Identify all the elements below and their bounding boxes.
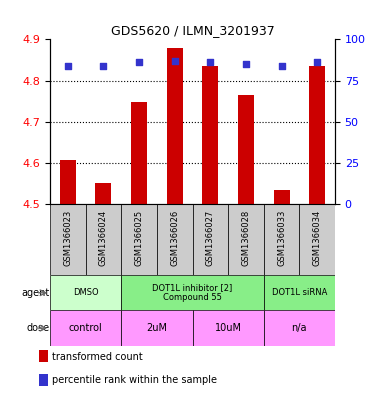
Bar xyxy=(167,48,183,204)
Title: GDS5620 / ILMN_3201937: GDS5620 / ILMN_3201937 xyxy=(110,24,275,37)
Text: DMSO: DMSO xyxy=(73,288,99,297)
Bar xyxy=(264,275,335,310)
Text: DOT1L inhibitor [2]
Compound 55: DOT1L inhibitor [2] Compound 55 xyxy=(152,283,233,303)
Bar xyxy=(50,275,121,310)
Bar xyxy=(264,310,335,346)
Point xyxy=(207,59,213,66)
Bar xyxy=(192,204,228,275)
Bar xyxy=(121,275,264,310)
Bar xyxy=(38,373,48,386)
Bar xyxy=(157,204,192,275)
Text: agent: agent xyxy=(22,288,50,298)
Text: 2uM: 2uM xyxy=(146,323,167,333)
Bar xyxy=(228,204,264,275)
Bar xyxy=(192,310,264,346)
Bar xyxy=(309,66,325,204)
Bar xyxy=(300,204,335,275)
Text: GSM1366025: GSM1366025 xyxy=(135,210,144,266)
Text: GSM1366028: GSM1366028 xyxy=(241,210,250,266)
Text: GSM1366033: GSM1366033 xyxy=(277,210,286,266)
Text: n/a: n/a xyxy=(291,323,307,333)
Text: dose: dose xyxy=(27,323,50,333)
Text: GSM1366034: GSM1366034 xyxy=(313,210,321,266)
Point xyxy=(314,59,320,66)
Text: GSM1366027: GSM1366027 xyxy=(206,210,215,266)
Bar xyxy=(60,160,76,204)
Bar xyxy=(85,204,121,275)
Bar xyxy=(273,190,290,204)
Point xyxy=(172,58,178,64)
Text: GSM1366024: GSM1366024 xyxy=(99,210,108,266)
Text: transformed count: transformed count xyxy=(52,352,143,362)
Bar xyxy=(131,102,147,204)
Point xyxy=(136,59,142,66)
Bar xyxy=(202,66,218,204)
Bar xyxy=(264,204,300,275)
Bar xyxy=(121,204,157,275)
Point xyxy=(243,61,249,67)
Text: GSM1366026: GSM1366026 xyxy=(170,210,179,266)
Text: percentile rank within the sample: percentile rank within the sample xyxy=(52,375,217,386)
Text: GSM1366023: GSM1366023 xyxy=(64,210,72,266)
Text: DOT1L siRNA: DOT1L siRNA xyxy=(272,288,327,297)
Point xyxy=(278,62,285,69)
Bar xyxy=(50,204,85,275)
Bar xyxy=(38,350,48,362)
Bar xyxy=(238,95,254,204)
Bar xyxy=(50,310,121,346)
Bar xyxy=(121,310,192,346)
Point xyxy=(65,62,71,69)
Text: 10uM: 10uM xyxy=(214,323,242,333)
Point xyxy=(100,62,107,69)
Bar xyxy=(95,183,112,204)
Text: control: control xyxy=(69,323,102,333)
